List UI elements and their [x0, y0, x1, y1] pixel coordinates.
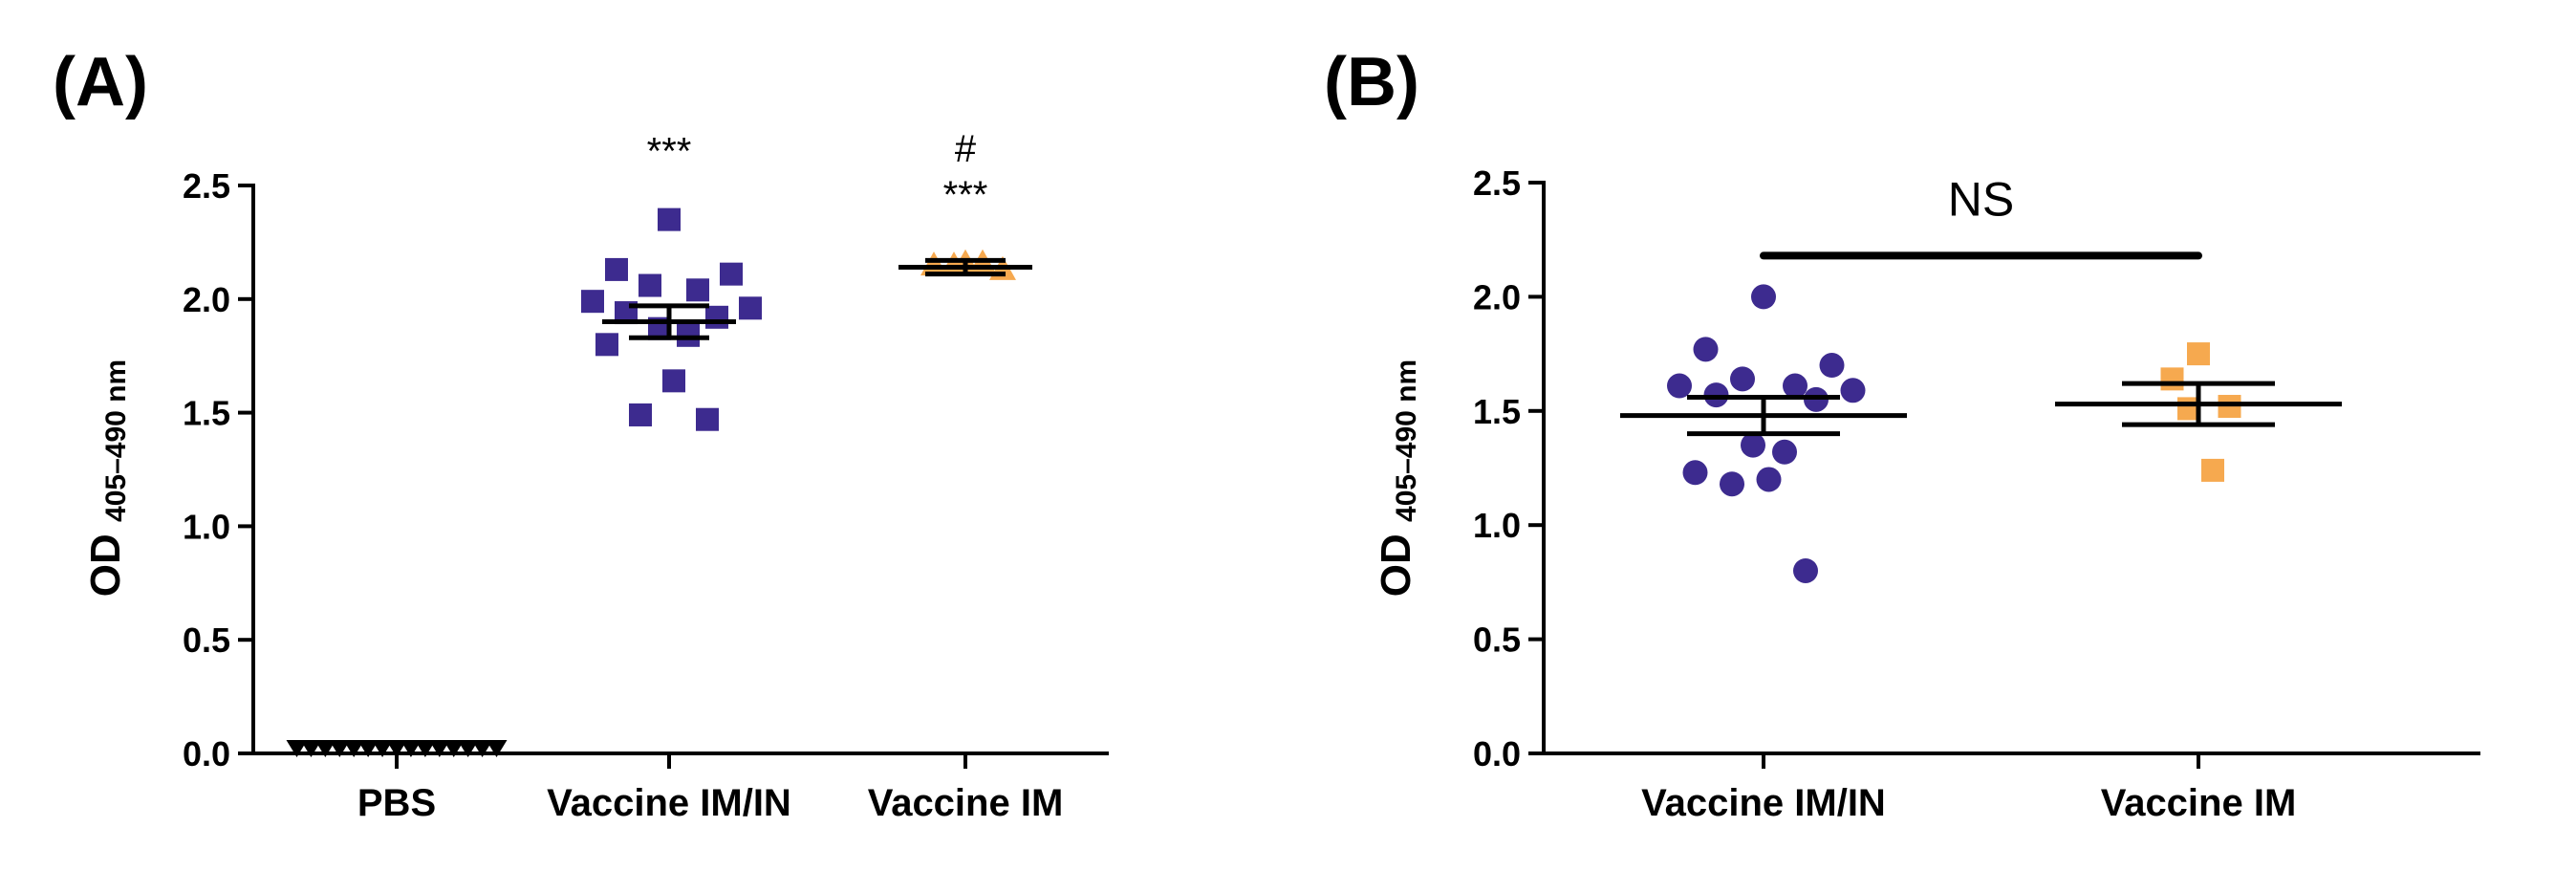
- data-point: [414, 740, 436, 757]
- data-point: [443, 740, 465, 757]
- data-point: [300, 740, 322, 757]
- data-point: [357, 740, 379, 757]
- data-point: [1756, 467, 1782, 492]
- panel-a: (A) 0.0 0.5 1.0 1.5 2.0 2.5 PBS Vaccine IM/IN Vac…: [53, 44, 1109, 824]
- series-vaccine-im: ***#: [898, 128, 1032, 280]
- data-point: [639, 273, 661, 297]
- data-point: [2187, 342, 2210, 366]
- data-point: [1693, 337, 1719, 362]
- data-point: [457, 740, 479, 757]
- data-point: [595, 333, 618, 357]
- data-point: [2201, 458, 2224, 482]
- data-point: [705, 305, 728, 329]
- data-point: [471, 740, 493, 757]
- panel-b: (B) 0.0 0.5 1.0 1.5 2.0 2.5 Vaccine IM/IN Vaccin…: [1324, 44, 2480, 824]
- data-point: [314, 740, 336, 757]
- data-point: [1667, 373, 1692, 399]
- data-point: [428, 740, 450, 757]
- data-point: [1730, 366, 1755, 392]
- series-pbs: [286, 740, 508, 757]
- data-point: [686, 278, 709, 302]
- y-tick-label: 1.0: [1473, 506, 1521, 545]
- x-tick-label: Vaccine IM: [2101, 782, 2297, 824]
- y-axis-label: OD 405–490 nm: [1373, 359, 1422, 597]
- data-point: [329, 740, 351, 757]
- y-axis-label-main: OD: [82, 522, 129, 597]
- data-point: [1741, 432, 1765, 458]
- data-point: [372, 740, 394, 757]
- series-vaccine-im-in: [1620, 284, 1907, 583]
- x-tick-label: PBS: [357, 782, 436, 824]
- y-tick-label: 0.0: [183, 734, 230, 773]
- x-tick-label: Vaccine IM/IN: [547, 782, 791, 824]
- significance-label: ***: [943, 174, 988, 216]
- data-point: [629, 403, 652, 426]
- y-axis-label-sub: 405–490 nm: [100, 359, 132, 522]
- y-axis-label-sub: 405–490 nm: [1391, 359, 1422, 522]
- data-point: [605, 257, 628, 281]
- data-point: [1751, 284, 1776, 310]
- y-tick-label: 2.5: [183, 166, 230, 206]
- data-point: [2160, 367, 2184, 391]
- data-point: [696, 407, 719, 431]
- data-point: [400, 740, 422, 757]
- series-vaccine-im: [2055, 342, 2342, 482]
- y-tick-label: 0.5: [1473, 621, 1521, 660]
- data-point: [1793, 557, 1818, 583]
- data-point: [1772, 439, 1797, 465]
- comparison-label: NS: [1948, 172, 2014, 226]
- data-point: [1819, 353, 1845, 379]
- significance-label: #: [955, 128, 977, 170]
- x-tick-label: Vaccine IM/IN: [1641, 782, 1886, 824]
- data-point: [739, 296, 762, 320]
- y-tick-label: 2.5: [1473, 163, 1521, 203]
- data-point: [386, 740, 407, 757]
- y-axis-label: OD 405–490 nm: [82, 359, 132, 597]
- significance-label: ***: [647, 131, 692, 173]
- data-point: [658, 207, 681, 231]
- data-point: [581, 290, 604, 314]
- x-tick-label: Vaccine IM: [868, 782, 1064, 824]
- data-point: [1720, 471, 1744, 497]
- y-tick-label: 2.0: [1473, 277, 1521, 316]
- y-tick-label: 0.0: [1473, 734, 1521, 773]
- data-point: [720, 262, 743, 286]
- panel-letter: (A): [53, 44, 148, 120]
- y-tick-label: 1.5: [1473, 392, 1521, 431]
- series-vaccine-im-in: ***: [581, 131, 762, 431]
- data-point: [1783, 373, 1808, 399]
- y-tick-label: 0.5: [183, 621, 230, 660]
- data-point: [662, 369, 685, 393]
- y-tick-label: 1.0: [183, 507, 230, 546]
- data-point: [286, 740, 308, 757]
- data-point: [1682, 460, 1708, 486]
- y-axis-label-main: OD: [1373, 522, 1419, 597]
- data-point: [1840, 378, 1866, 403]
- y-tick-label: 1.5: [183, 394, 230, 433]
- data-point: [343, 740, 365, 757]
- y-tick-label: 2.0: [183, 280, 230, 319]
- panel-letter: (B): [1324, 44, 1419, 120]
- data-point: [486, 740, 508, 757]
